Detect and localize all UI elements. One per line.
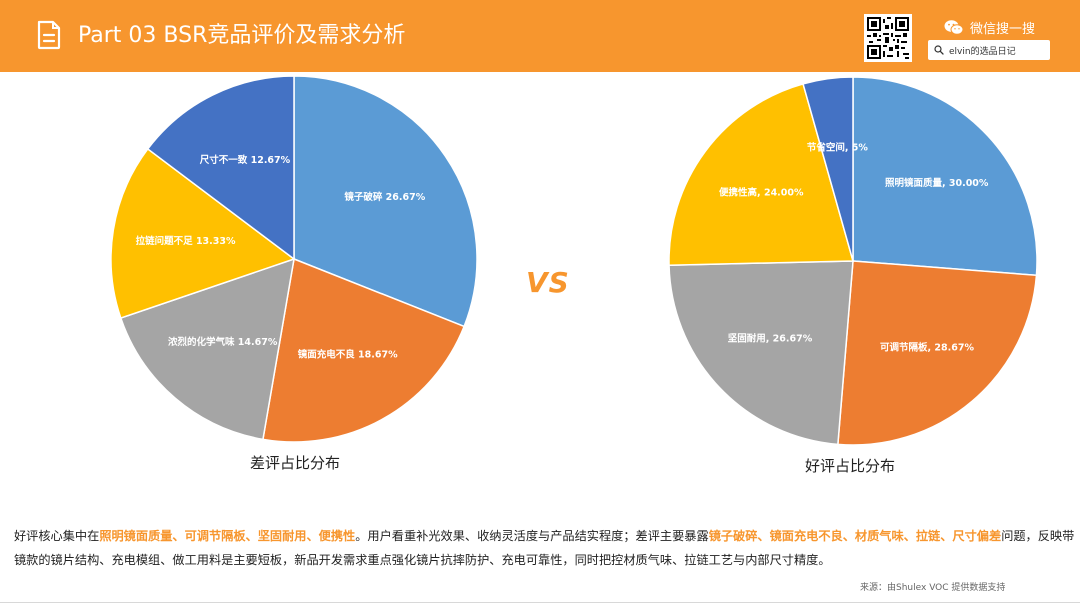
- pie-positive-label-2: 可调节隔板, 28.67%: [880, 341, 974, 353]
- pie-negative-slice-1: [293, 75, 478, 328]
- source-note: 来源：由Shulex VOC 提供数据支持: [860, 583, 1006, 593]
- summary-part-2: 。用户看重补光效果、收纳灵活度与产品结实程度；差评主要暴露: [355, 529, 709, 543]
- chart-title-positive: 好评占比分布: [805, 457, 896, 475]
- pie-negative-label-1: 镜子破碎 26.67%: [344, 191, 425, 203]
- summary-part-3: 问题，反映带镜款的镜片结构、充电模组、做工用料是主要短板，新品开发需求重点强化镜…: [14, 529, 1075, 567]
- wechat-search-label: 微信搜一搜: [944, 16, 1035, 38]
- search-input-value: elvin的选品日记: [949, 46, 1016, 57]
- pie-positive-slice-2: [837, 260, 1038, 446]
- header-bar: Part 03 BSR竞品评价及需求分析 微信搜一搜: [0, 0, 1080, 72]
- document-icon: [37, 20, 61, 50]
- wechat-search-text: 微信搜一搜: [970, 21, 1036, 37]
- pie-negative-label-5: 尺寸不一致 12.67%: [200, 154, 291, 166]
- pie-positive-slice-3: [668, 260, 854, 446]
- pie-positive-label-5: 节省空间, 5%: [807, 142, 869, 154]
- wechat-icon: [944, 19, 964, 35]
- pie-chart-positive: 照明镜面质量, 30.00% 可调节隔板, 28.67% 坚固耐用, 26.67% 便…: [668, 76, 1038, 446]
- qr-code-icon: [864, 14, 912, 62]
- search-input[interactable]: elvin的选品日记: [928, 40, 1050, 60]
- summary-highlight-negative: 镜子破碎、镜面充电不良、材质气味、拉链、尺寸偏差: [708, 529, 1002, 543]
- pie-positive-slice-5: [802, 76, 854, 262]
- summary-highlight-positive: 照明镜面质量、可调节隔板、坚固耐用、便携性: [99, 529, 356, 543]
- pie-positive-label-3: 坚固耐用, 26.67%: [728, 333, 813, 345]
- pie-chart-negative: 镜子破碎 26.67% 镜面充电不良 18.67% 浓烈的化学气味 14.67% 拉链…: [110, 75, 478, 443]
- vs-label: VS: [526, 266, 570, 299]
- pie-positive-label-4: 便携性高, 24.00%: [719, 187, 804, 199]
- pie-negative-label-2: 镜面充电不良 18.67%: [298, 348, 398, 360]
- pie-charts: 镜子破碎 26.67% 镜面充电不良 18.67% 浓烈的化学气味 14.67% 拉链…: [110, 75, 1038, 446]
- pie-negative-label-3: 浓烈的化学气味 14.67%: [168, 336, 278, 348]
- search-icon: [934, 45, 944, 55]
- pie-positive-label-1: 照明镜面质量, 30.00%: [885, 177, 989, 189]
- summary-text: 好评核心集中在照明镜面质量、可调节隔板、坚固耐用、便携性。用户看重补光效果、收纳…: [14, 524, 1076, 572]
- pie-negative-slice-3: [119, 257, 295, 441]
- pie-positive-slice-1: [852, 76, 1038, 277]
- pie-positive-slice-4: [668, 82, 854, 266]
- pie-negative-label-4: 拉链问题不足 13.33%: [136, 235, 236, 247]
- chart-title-negative: 差评占比分布: [250, 454, 341, 472]
- pie-negative-slice-2: [262, 257, 466, 443]
- pie-negative-slice-4: [110, 147, 296, 320]
- page-title: Part 03 BSR竞品评价及需求分析: [78, 23, 406, 48]
- summary-part-1: 好评核心集中在: [14, 529, 100, 543]
- pie-negative-slice-5: [146, 75, 295, 261]
- bottom-divider: [0, 602, 1080, 603]
